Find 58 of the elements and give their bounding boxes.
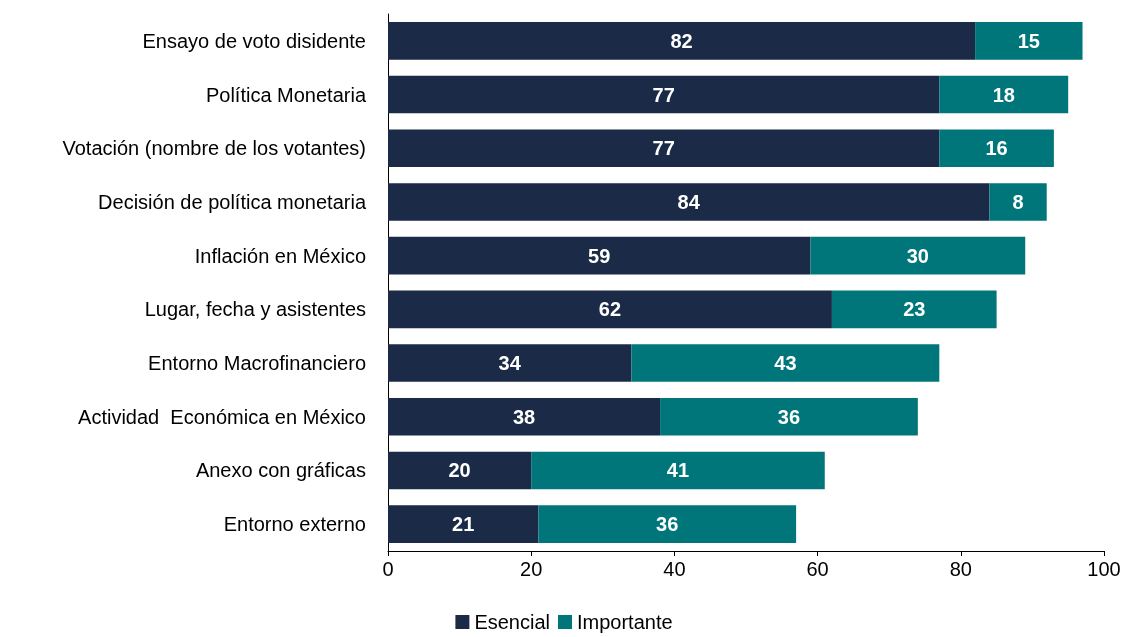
y-tick-label: Decisión de política monetaria [98,190,367,213]
data-label: 43 [774,352,797,375]
y-tick-label: Actividad Económica en México [78,405,366,428]
bar [388,505,539,543]
data-label: 34 [498,352,522,375]
bar [388,290,832,329]
bar [531,451,825,490]
data-label: 77 [652,137,675,160]
bar [631,344,940,382]
y-tick-label: Inflación en México [194,244,366,267]
bar [989,183,1047,221]
bar [939,129,1054,168]
x-tick-label: 60 [806,558,829,580]
legend-label: Importante [577,611,673,633]
bar [388,397,661,436]
data-label: 20 [448,459,471,482]
data-label: 30 [906,244,929,267]
bar [939,75,1069,114]
y-tick-label: Votación (nombre de los votantes) [62,137,366,160]
bar [538,505,797,543]
x-tick-label: 100 [1087,558,1121,580]
bar [388,236,811,275]
y-tick-label: Entorno externo [223,513,366,536]
x-tick-label: 0 [382,558,394,580]
data-label: 15 [1017,29,1040,52]
legend-label: Esencial [474,611,551,633]
data-label: 41 [666,459,690,482]
data-label: 23 [903,298,926,321]
y-tick-label: Lugar, fecha y asistentes [144,298,366,321]
data-label: 16 [985,137,1008,160]
data-label: 62 [598,298,622,321]
data-label: 82 [670,29,693,52]
data-label: 84 [677,190,701,213]
bar [388,344,632,382]
data-label: 8 [1012,190,1024,213]
bar [831,290,997,329]
x-tick-label: 80 [949,558,972,580]
data-label: 18 [992,83,1015,106]
data-label: 38 [512,405,536,428]
bar [388,451,532,490]
data-label: 36 [656,513,679,536]
bar [810,236,1026,275]
bar [388,75,940,114]
y-tick-label: Ensayo de voto disidente [142,29,366,52]
data-label: 21 [452,513,475,536]
y-tick-label: Política Monetaria [205,83,367,106]
bar [388,129,940,168]
data-label: 36 [777,405,801,428]
bar [975,22,1083,60]
y-tick-label: Anexo con gráficas [195,459,366,482]
data-label: 77 [652,83,675,106]
data-label: 59 [588,244,611,267]
bar [388,22,976,60]
bar [388,183,990,221]
bar [660,397,918,436]
y-tick-label: Entorno Macrofinanciero [148,352,366,375]
x-tick-label: 20 [520,558,543,580]
x-tick-label: 40 [663,558,686,580]
